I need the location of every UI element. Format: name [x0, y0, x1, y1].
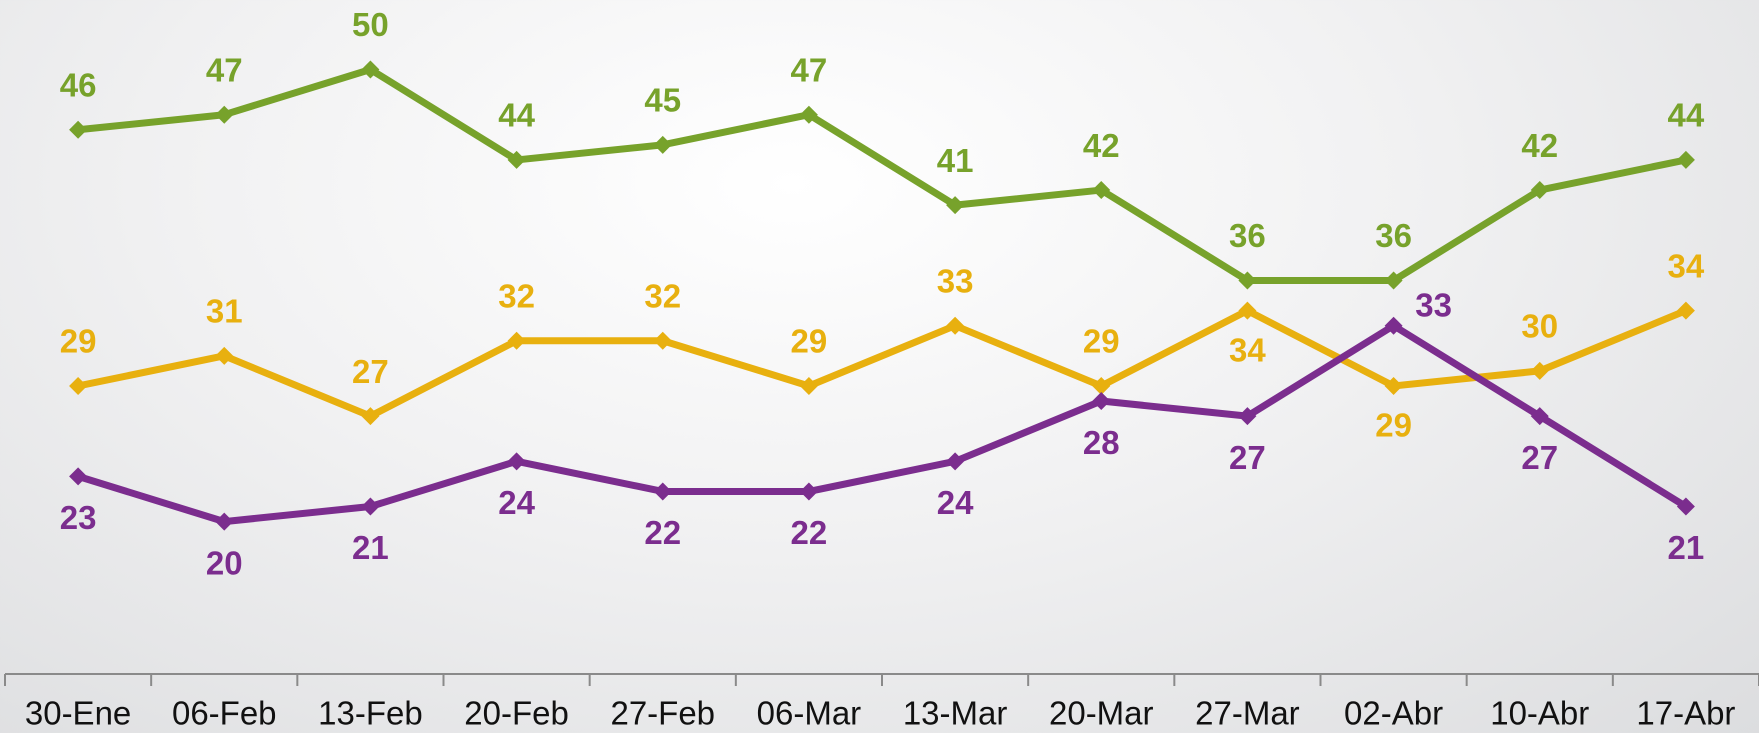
marker [653, 482, 672, 501]
marker [507, 150, 526, 169]
marker [1384, 376, 1403, 395]
marker [1238, 407, 1257, 426]
data-label: 29 [1083, 323, 1120, 360]
x-tick-label: 17-Abr [1636, 695, 1735, 732]
x-tick-label: 20-Mar [1049, 695, 1154, 732]
data-label: 20 [206, 544, 243, 581]
marker [946, 316, 965, 335]
marker [1384, 316, 1403, 335]
x-tick-label: 06-Mar [757, 695, 862, 732]
data-label: 29 [791, 323, 828, 360]
x-tick-label: 30-Ene [25, 695, 131, 732]
x-tick-label: 06-Feb [172, 695, 277, 732]
marker [361, 407, 380, 426]
marker [1092, 392, 1111, 411]
data-label: 21 [352, 529, 389, 566]
data-label: 45 [644, 82, 681, 119]
data-label: 42 [1083, 127, 1120, 164]
marker [1676, 150, 1695, 169]
marker [507, 452, 526, 471]
x-tick-label: 02-Abr [1344, 695, 1443, 732]
marker [946, 196, 965, 215]
marker [215, 105, 234, 124]
data-label: 41 [937, 142, 974, 179]
data-label: 24 [937, 484, 974, 521]
x-tick-label: 13-Mar [903, 695, 1008, 732]
data-label: 29 [1375, 407, 1412, 444]
series-line [77, 322, 1688, 526]
x-tick-label: 27-Feb [610, 695, 715, 732]
marker [507, 331, 526, 350]
data-label: 50 [352, 6, 389, 43]
data-label: 33 [937, 262, 974, 299]
data-label: 22 [644, 514, 681, 551]
marker [215, 346, 234, 365]
marker [1530, 361, 1549, 380]
data-label: 28 [1083, 424, 1120, 461]
marker [1676, 301, 1695, 320]
data-label: 47 [206, 51, 243, 88]
data-label: 31 [206, 293, 243, 330]
data-label: 21 [1668, 529, 1705, 566]
marker [215, 512, 234, 531]
x-tick-label: 13-Feb [318, 695, 423, 732]
data-label: 34 [1668, 247, 1705, 284]
marker [653, 331, 672, 350]
x-tick-label: 20-Feb [464, 695, 569, 732]
series-line [77, 307, 1688, 420]
marker [799, 482, 818, 501]
data-label: 23 [60, 499, 97, 536]
x-tick-label: 27-Mar [1195, 695, 1300, 732]
marker [1530, 407, 1549, 426]
marker [1238, 301, 1257, 320]
marker [1384, 271, 1403, 290]
data-label: 32 [644, 277, 681, 314]
data-label: 32 [498, 277, 535, 314]
marker [946, 452, 965, 471]
marker [799, 376, 818, 395]
marker [361, 497, 380, 516]
marker [1238, 271, 1257, 290]
data-label: 36 [1229, 217, 1266, 254]
data-label: 22 [791, 514, 828, 551]
marker [799, 105, 818, 124]
data-label: 42 [1521, 127, 1558, 164]
data-label: 30 [1521, 308, 1558, 345]
data-label: 36 [1375, 217, 1412, 254]
marker [69, 120, 88, 139]
marker [1530, 181, 1549, 200]
series-line [77, 66, 1687, 284]
data-label: 24 [498, 484, 535, 521]
data-label: 44 [498, 97, 535, 134]
x-tick-label: 10-Abr [1490, 695, 1589, 732]
data-label: 27 [1229, 439, 1266, 476]
data-label: 27 [1521, 439, 1558, 476]
data-label: 27 [352, 353, 389, 390]
marker [1092, 181, 1111, 200]
data-label: 47 [791, 51, 828, 88]
data-label: 33 [1415, 286, 1452, 323]
data-label: 34 [1229, 331, 1266, 368]
marker [1092, 376, 1111, 395]
marker [361, 60, 380, 79]
marker [1676, 497, 1695, 516]
marker [69, 376, 88, 395]
data-label: 29 [60, 323, 97, 360]
marker [69, 467, 88, 486]
marker [653, 135, 672, 154]
data-label: 44 [1668, 97, 1705, 134]
data-label: 46 [60, 66, 97, 103]
